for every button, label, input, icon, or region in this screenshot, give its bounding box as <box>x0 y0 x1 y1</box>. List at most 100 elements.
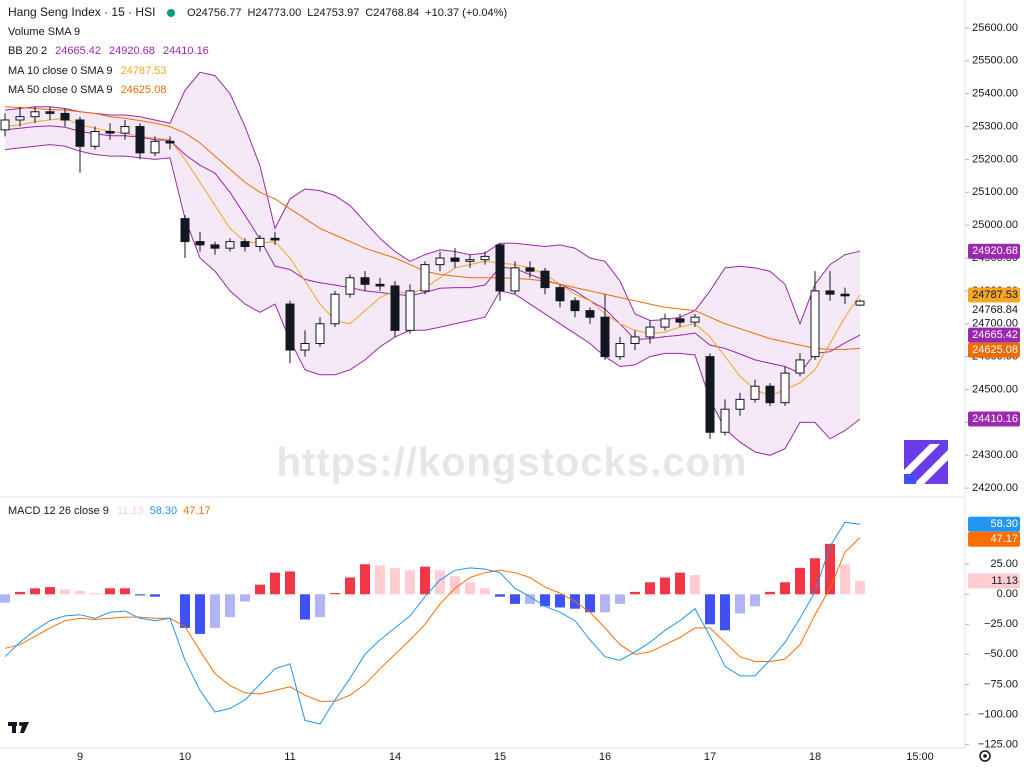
candle-body <box>810 290 820 358</box>
y-tick-label: 0.00 <box>997 588 1018 600</box>
y-tick-label: 25600.00 <box>972 22 1018 34</box>
macd-legend: MACD 12 26 close 9 11.13 58.30 47.17 <box>8 505 211 517</box>
histogram-bar <box>495 594 505 597</box>
histogram-bar <box>360 564 370 595</box>
x-tick-label: 17 <box>704 751 716 763</box>
legend-name: MA 10 close 0 SMA 9 <box>8 65 113 77</box>
candle-body <box>75 119 85 147</box>
x-tick-label: 15:00 <box>906 751 934 763</box>
histogram-bar <box>435 570 445 595</box>
histogram-bar <box>810 558 820 595</box>
candle-body <box>195 241 205 246</box>
candle-body <box>555 287 565 302</box>
status-dot <box>167 9 175 17</box>
legend-value: 47.17 <box>183 505 211 517</box>
legend-value: 11.13 <box>117 505 144 517</box>
price-tag <box>968 342 1020 358</box>
histogram-bar <box>750 594 760 607</box>
legend-value: 24920.68 <box>109 45 155 57</box>
price-tag <box>968 243 1020 259</box>
x-tick-label: 18 <box>809 751 821 763</box>
candle-body <box>405 290 415 331</box>
brand-logo <box>904 440 948 484</box>
candle-body <box>165 140 175 144</box>
candle-body <box>0 119 10 131</box>
candle-body <box>855 300 865 306</box>
candle-body <box>750 385 760 400</box>
price-tag-label: 24920.68 <box>972 245 1018 257</box>
histogram-bar <box>390 567 400 595</box>
candle-body <box>525 267 535 272</box>
tv-logo <box>8 722 29 733</box>
y-tick-label: 25200.00 <box>972 153 1018 165</box>
histogram-bar <box>675 572 685 595</box>
y-tick-label: −125.00 <box>978 738 1018 750</box>
price-tag-label: 24625.08 <box>972 344 1018 356</box>
histogram-bar <box>150 594 160 597</box>
gear-icon[interactable] <box>979 750 991 762</box>
histogram-bar <box>315 594 325 618</box>
logo-part <box>904 474 916 484</box>
histogram-bar <box>210 594 220 628</box>
y-tick-label: 25100.00 <box>972 186 1018 198</box>
ma-line <box>4 106 861 350</box>
x-tick-label: 11 <box>284 751 295 763</box>
y-tick-label: 24700.00 <box>972 318 1018 330</box>
watermark: https://kongstocks.com <box>277 441 748 485</box>
candle-body <box>690 316 700 323</box>
ohlc-value: 24773.00 <box>255 7 301 19</box>
y-tick-label: 25300.00 <box>972 120 1018 132</box>
y-tick-label: 25400.00 <box>972 88 1018 100</box>
candle-body <box>705 356 715 433</box>
candle-body <box>330 293 340 325</box>
y-tick-label: −100.00 <box>978 708 1018 720</box>
candle-body <box>90 130 100 147</box>
histogram-bar <box>0 594 10 603</box>
candle-body <box>630 336 640 344</box>
histogram-bar <box>60 589 70 595</box>
y-tick-label: 24300.00 <box>972 449 1018 461</box>
candle-body <box>780 372 790 404</box>
gear-center[interactable] <box>983 754 987 758</box>
ohlc-name: O <box>187 7 196 19</box>
histogram-bar <box>15 591 25 595</box>
candle-body <box>30 111 40 118</box>
candle-body <box>315 323 325 344</box>
ma-line <box>4 117 861 397</box>
histogram-bar <box>660 577 670 595</box>
settings-gear[interactable] <box>979 750 991 762</box>
ohlc-name: C <box>365 7 373 19</box>
bb-upper-line <box>4 71 861 326</box>
y-tick-label: 25000.00 <box>972 219 1018 231</box>
candle-body <box>240 241 250 248</box>
candle-body <box>285 303 295 351</box>
histogram-bar <box>555 594 565 608</box>
ohlc-name: H <box>247 7 255 19</box>
histogram-bar <box>270 572 280 595</box>
histogram-bar <box>375 565 385 595</box>
histogram-bar <box>105 588 115 595</box>
candle-body <box>495 244 505 292</box>
price-tag-label: 24665.42 <box>972 329 1018 341</box>
candle-body <box>15 116 25 121</box>
price-tag <box>968 287 1020 303</box>
candle-body <box>390 285 400 331</box>
candle-body <box>150 140 160 154</box>
y-tick-label: 24200.00 <box>972 482 1018 494</box>
candle-body <box>420 264 430 292</box>
histogram-bar <box>45 587 55 595</box>
histogram-bar <box>405 570 415 595</box>
chart-title: Hang Seng Index · 15 · HSI <box>8 5 155 19</box>
legend-name: Volume SMA 9 <box>8 26 80 38</box>
histogram-bar <box>525 594 535 604</box>
price-tag <box>968 327 1020 343</box>
histogram-bar <box>465 582 475 595</box>
y-tick-label: 25500.00 <box>972 55 1018 67</box>
legend-value: 24625.08 <box>121 84 167 96</box>
y-tick-label: −50.00 <box>984 648 1018 660</box>
candle-body <box>180 218 190 243</box>
price-tag-label: 47.17 <box>990 533 1018 545</box>
x-tick-label: 15 <box>494 751 506 763</box>
price-tag-label: 58.30 <box>990 518 1018 530</box>
